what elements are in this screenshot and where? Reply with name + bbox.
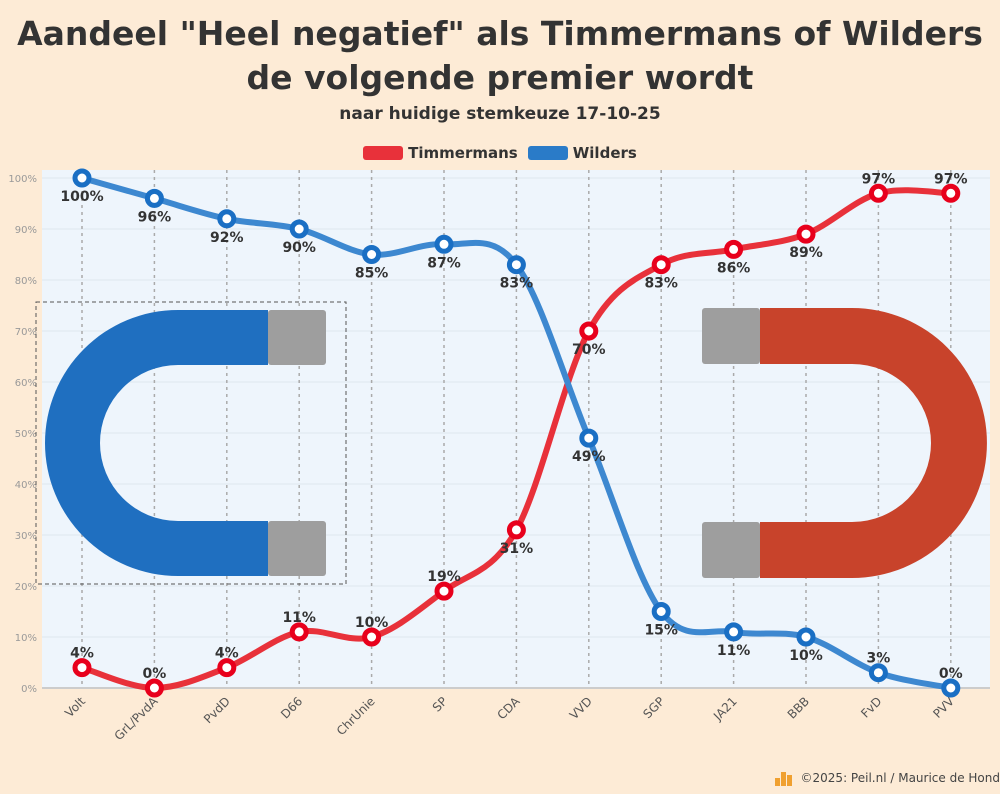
x-tick-label: Volt bbox=[62, 694, 88, 720]
y-tick-label: 90% bbox=[15, 225, 37, 236]
data-point bbox=[724, 622, 744, 642]
data-point bbox=[144, 678, 164, 698]
legend-swatch bbox=[363, 146, 404, 160]
data-label: 11% bbox=[717, 643, 751, 659]
data-label: 0% bbox=[143, 666, 167, 682]
data-label: 4% bbox=[215, 646, 239, 662]
data-label: 10% bbox=[355, 615, 389, 631]
data-label: 85% bbox=[355, 266, 389, 282]
x-tick-label: BBB bbox=[785, 694, 812, 721]
data-point bbox=[579, 428, 599, 448]
data-point bbox=[289, 622, 309, 642]
data-point bbox=[868, 183, 888, 203]
data-label: 49% bbox=[572, 449, 606, 465]
y-tick-label: 60% bbox=[15, 378, 37, 389]
data-label: 70% bbox=[572, 342, 606, 358]
y-tick-label: 80% bbox=[15, 276, 37, 287]
data-label: 100% bbox=[60, 189, 103, 205]
data-label: 97% bbox=[934, 171, 968, 187]
data-label: 83% bbox=[500, 276, 534, 292]
data-label: 11% bbox=[282, 610, 316, 626]
data-label: 92% bbox=[210, 230, 244, 246]
footer-credit: ©2025: Peil.nl / Maurice de Hond bbox=[800, 771, 1000, 785]
data-point bbox=[434, 581, 454, 601]
y-tick-label: 20% bbox=[15, 582, 37, 593]
y-tick-label: 10% bbox=[15, 633, 37, 644]
y-tick-label: 50% bbox=[15, 429, 37, 440]
legend-label: Wilders bbox=[572, 144, 637, 162]
x-tick-label: SP bbox=[430, 694, 450, 714]
data-point bbox=[362, 245, 382, 264]
data-point bbox=[434, 234, 454, 254]
data-point bbox=[289, 219, 309, 239]
y-tick-label: 70% bbox=[15, 327, 37, 338]
data-label: 0% bbox=[939, 666, 963, 682]
data-point bbox=[651, 602, 671, 621]
x-tick-label: PVV bbox=[930, 694, 957, 721]
data-point bbox=[868, 663, 888, 683]
data-label: 96% bbox=[138, 209, 172, 225]
data-label: 31% bbox=[500, 541, 534, 557]
chart-subtitle: naar huidige stemkeuze 17-10-25 bbox=[339, 104, 661, 124]
data-label: 90% bbox=[282, 240, 316, 256]
data-label: 15% bbox=[644, 623, 678, 639]
y-tick-label: 0% bbox=[21, 684, 37, 695]
magnet-tip bbox=[268, 521, 326, 576]
data-point bbox=[217, 658, 237, 678]
data-point bbox=[506, 255, 526, 275]
data-point bbox=[217, 209, 237, 229]
data-point bbox=[796, 627, 816, 647]
peil-logo-icon bbox=[774, 770, 795, 786]
legend-item-wilders[interactable]: Wilders bbox=[527, 144, 637, 162]
data-point bbox=[796, 224, 816, 244]
data-point bbox=[144, 188, 164, 208]
x-tick-label: SGP bbox=[640, 694, 667, 721]
data-label: 87% bbox=[427, 255, 461, 271]
x-tick-label: JA21 bbox=[710, 694, 740, 724]
magnet-tip bbox=[702, 308, 760, 364]
footer: ©2025: Peil.nl / Maurice de Hond bbox=[774, 770, 1000, 786]
x-tick-label: CDA bbox=[495, 694, 524, 723]
data-point bbox=[72, 658, 92, 678]
chart-title: Aandeel "Heel negatief" als Timmermans o… bbox=[17, 14, 983, 97]
data-point bbox=[579, 321, 599, 341]
legend-swatch bbox=[527, 146, 568, 160]
legend-label: Timmermans bbox=[408, 144, 518, 162]
data-point bbox=[941, 678, 961, 698]
data-label: 4% bbox=[70, 646, 94, 662]
magnet-left-icon bbox=[45, 310, 268, 576]
y-tick-label: 40% bbox=[15, 480, 37, 491]
y-tick-label: 30% bbox=[15, 531, 37, 542]
y-tick-label: 100% bbox=[8, 174, 37, 185]
magnet-tip bbox=[702, 522, 760, 578]
data-point bbox=[941, 183, 961, 203]
data-label: 19% bbox=[427, 569, 461, 585]
x-tick-label: PvdD bbox=[201, 694, 233, 726]
data-point bbox=[724, 239, 744, 259]
legend: Timmermans Wilders bbox=[0, 144, 1000, 162]
data-label: 83% bbox=[644, 276, 678, 292]
selection-box bbox=[35, 301, 347, 585]
data-label: 86% bbox=[717, 260, 751, 276]
x-tick-label: ChrUnie bbox=[334, 694, 378, 738]
data-label: 3% bbox=[867, 651, 891, 667]
data-label: 89% bbox=[789, 245, 823, 261]
data-point bbox=[651, 255, 671, 275]
data-label: 97% bbox=[862, 171, 896, 187]
magnet-tip bbox=[268, 310, 326, 365]
x-tick-label: GrL/PvdA bbox=[112, 694, 161, 743]
data-point bbox=[72, 168, 92, 188]
x-tick-label: D66 bbox=[278, 694, 305, 721]
data-point bbox=[506, 520, 526, 540]
x-tick-label: FvD bbox=[858, 694, 884, 720]
data-label: 10% bbox=[789, 648, 823, 664]
data-point bbox=[362, 627, 382, 647]
x-tick-label: VVD bbox=[567, 694, 595, 722]
magnet-right-icon bbox=[760, 308, 987, 578]
legend-item-timmermans[interactable]: Timmermans bbox=[363, 144, 518, 162]
